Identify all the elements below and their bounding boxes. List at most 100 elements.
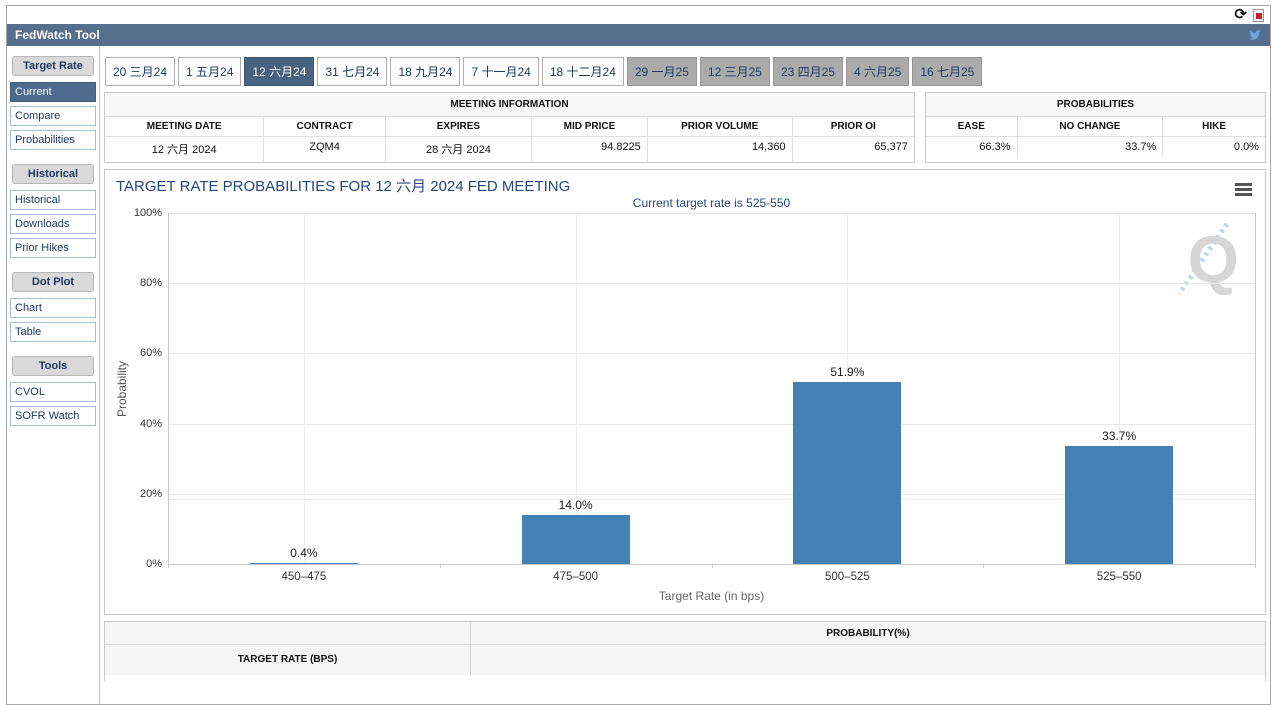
bottom-table-target-rate-header: TARGET RATE (BPS) <box>105 645 471 675</box>
y-tick-40pct: 40% <box>139 417 162 430</box>
x-category-475-500: 475–500 <box>553 571 599 583</box>
tab-1-五月24[interactable]: 1 五月24 <box>178 57 242 86</box>
meeting-value-prior-oi: 65,377 <box>874 141 908 153</box>
chart-subtitle: Current target rate is 525-550 <box>632 196 791 210</box>
sidebar-item-chart[interactable]: Chart <box>10 298 96 318</box>
x-category-500-525: 500–525 <box>824 571 870 583</box>
meeting-value-contract: ZQM4 <box>264 137 386 162</box>
sidebar-item-cvol[interactable]: CVOL <box>10 382 96 402</box>
probability-chart: TARGET RATE PROBABILITIES FOR 12 六月 2024… <box>104 169 1266 615</box>
gridline-60pct <box>168 353 1255 355</box>
probabilities-header-ease: EASE <box>926 117 1018 136</box>
x-tick-stub <box>711 564 713 568</box>
x-tick-stub <box>1255 564 1256 568</box>
refresh-icon[interactable]: ⟳ <box>1234 6 1247 23</box>
probabilities-value-hike: 0.0% <box>1233 141 1259 153</box>
x-tick-stub <box>168 564 169 568</box>
main-panel: 20 三月24 1 五月24 12 六月24 31 七月24 18 九月24 7 十一月2… <box>100 46 1270 704</box>
sidebar-item-sofr-watch[interactable]: SOFR Watch <box>10 406 96 426</box>
bar-value-475-500: 14.0% <box>558 497 593 512</box>
pdf-export-icon[interactable] <box>1253 8 1264 22</box>
fedwatch-window: ⟳ FedWatch Tool Target Rate Current Compar… <box>6 5 1271 705</box>
gridline-faint <box>168 498 1255 500</box>
bar-value-525-550: 33.7% <box>1102 428 1137 443</box>
sidebar-item-current[interactable]: Current <box>10 82 96 102</box>
x-category-525-550: 525–550 <box>1096 571 1142 583</box>
meeting-value-mid-price: 94.8225 <box>532 137 648 162</box>
y-tick-60pct: 60% <box>139 347 162 360</box>
sidebar-section-gap <box>10 346 96 356</box>
meeting-header-contract: CONTRACT <box>264 117 386 136</box>
sidebar-item-compare[interactable]: Compare <box>10 106 96 126</box>
sidebar-section-historical: Historical <box>12 164 94 184</box>
gridline-20pct <box>168 493 1255 495</box>
meeting-value-prior-volume: 14,360 <box>648 137 793 162</box>
tab-20-三月24[interactable]: 20 三月24 <box>105 57 176 86</box>
sidebar-item-prior-hikes[interactable]: Prior Hikes <box>10 238 96 258</box>
probability-history-table: PROBABILITY(%) TARGET RATE (BPS) <box>104 621 1266 681</box>
gridline-40pct <box>168 423 1255 425</box>
probabilities-header-no-change: NO CHANGE <box>1018 117 1164 136</box>
gridline-category-3 <box>1119 213 1121 564</box>
y-tick-0pct: 0% <box>146 558 162 570</box>
y-axis-line <box>168 213 169 564</box>
app-header: FedWatch Tool <box>7 24 1270 46</box>
probabilities-value-no-change: 33.7% <box>1018 137 1164 158</box>
bar-525-550[interactable] <box>1065 445 1174 564</box>
probabilities-title: PROBABILITIES <box>926 93 1265 117</box>
bottom-table-probability-header: PROBABILITY(%) <box>826 627 910 639</box>
tab-12-六月24[interactable]: 12 六月24 <box>244 57 315 86</box>
tab-23-四月25[interactable]: 23 四月25 <box>772 57 843 86</box>
meeting-header-meeting-date: MEETING DATE <box>105 117 265 136</box>
plot-right-border <box>1255 213 1256 564</box>
quikstrike-q-watermark: Q <box>1169 220 1239 300</box>
y-tick-20pct: 20% <box>139 487 162 500</box>
tab-7-十一月24[interactable]: 7 十一月24 <box>463 57 539 86</box>
probabilities-table: PROBABILITIES EASE NO CHANGE HIKE 66.3% 33.… <box>925 92 1266 163</box>
probabilities-value-ease: 66.3% <box>926 137 1018 158</box>
meeting-header-prior-oi: PRIOR OI <box>830 121 876 132</box>
sidebar: Target Rate Current Compare Probabilities Hi… <box>7 46 100 704</box>
sidebar-item-table[interactable]: Table <box>10 322 96 342</box>
gridline-80pct <box>168 283 1255 285</box>
tab-4-六月25[interactable]: 4 六月25 <box>845 57 910 86</box>
twitter-icon[interactable] <box>1247 28 1262 43</box>
tab-12-三月25[interactable]: 12 三月25 <box>699 57 770 86</box>
bar-450-475[interactable] <box>249 562 358 564</box>
sidebar-section-dot-plot: Dot Plot <box>12 272 94 292</box>
sidebar-item-probabilities[interactable]: Probabilities <box>10 130 96 150</box>
tab-16-七月25[interactable]: 16 七月25 <box>912 57 983 86</box>
tab-18-十二月24[interactable]: 18 十二月24 <box>541 57 624 86</box>
probabilities-header-hike: HIKE <box>1202 121 1227 132</box>
meeting-value-expires: 28 六月 2024 <box>386 137 533 162</box>
x-category-450-475: 450–475 <box>281 571 327 583</box>
hamburger-menu-icon[interactable] <box>1235 183 1252 198</box>
sidebar-section-gap <box>10 262 96 272</box>
gridline-100pct <box>168 213 1255 214</box>
bar-value-450-475: 0.4% <box>290 545 318 560</box>
y-tick-80pct: 80% <box>139 277 162 290</box>
bottom-table-corner-cell <box>105 622 471 644</box>
x-tick-stub <box>983 564 985 568</box>
sidebar-item-historical[interactable]: Historical <box>10 190 96 210</box>
gridline-category-0 <box>303 213 305 564</box>
chart-title: TARGET RATE PROBABILITIES FOR 12 六月 2024… <box>116 178 571 195</box>
tab-31-七月24[interactable]: 31 七月24 <box>317 57 388 86</box>
tab-18-九月24[interactable]: 18 九月24 <box>390 57 461 86</box>
meeting-information-table: MEETING INFORMATION MEETING DATE CONTRACT… <box>104 92 915 163</box>
top-toolbar: ⟳ <box>7 6 1270 24</box>
y-axis-title: Probability <box>115 360 129 417</box>
bar-475-500[interactable] <box>521 514 630 564</box>
sidebar-item-downloads[interactable]: Downloads <box>10 214 96 234</box>
meeting-information-title: MEETING INFORMATION <box>105 93 914 117</box>
x-tick-stub <box>439 564 441 568</box>
meeting-value-meeting-date: 12 六月 2024 <box>105 137 265 162</box>
bar-500-525[interactable] <box>793 381 902 564</box>
bar-value-500-525: 51.9% <box>830 364 865 379</box>
sidebar-section-target-rate: Target Rate <box>12 56 94 76</box>
gridline-category-1 <box>575 213 577 564</box>
meeting-date-tabs: 20 三月24 1 五月24 12 六月24 31 七月24 18 九月24 7 十一月2… <box>104 57 1266 86</box>
meeting-header-mid-price: MID PRICE <box>532 117 648 136</box>
meeting-header-expires: EXPIRES <box>386 117 533 136</box>
tab-29-一月25[interactable]: 29 一月25 <box>626 57 697 86</box>
